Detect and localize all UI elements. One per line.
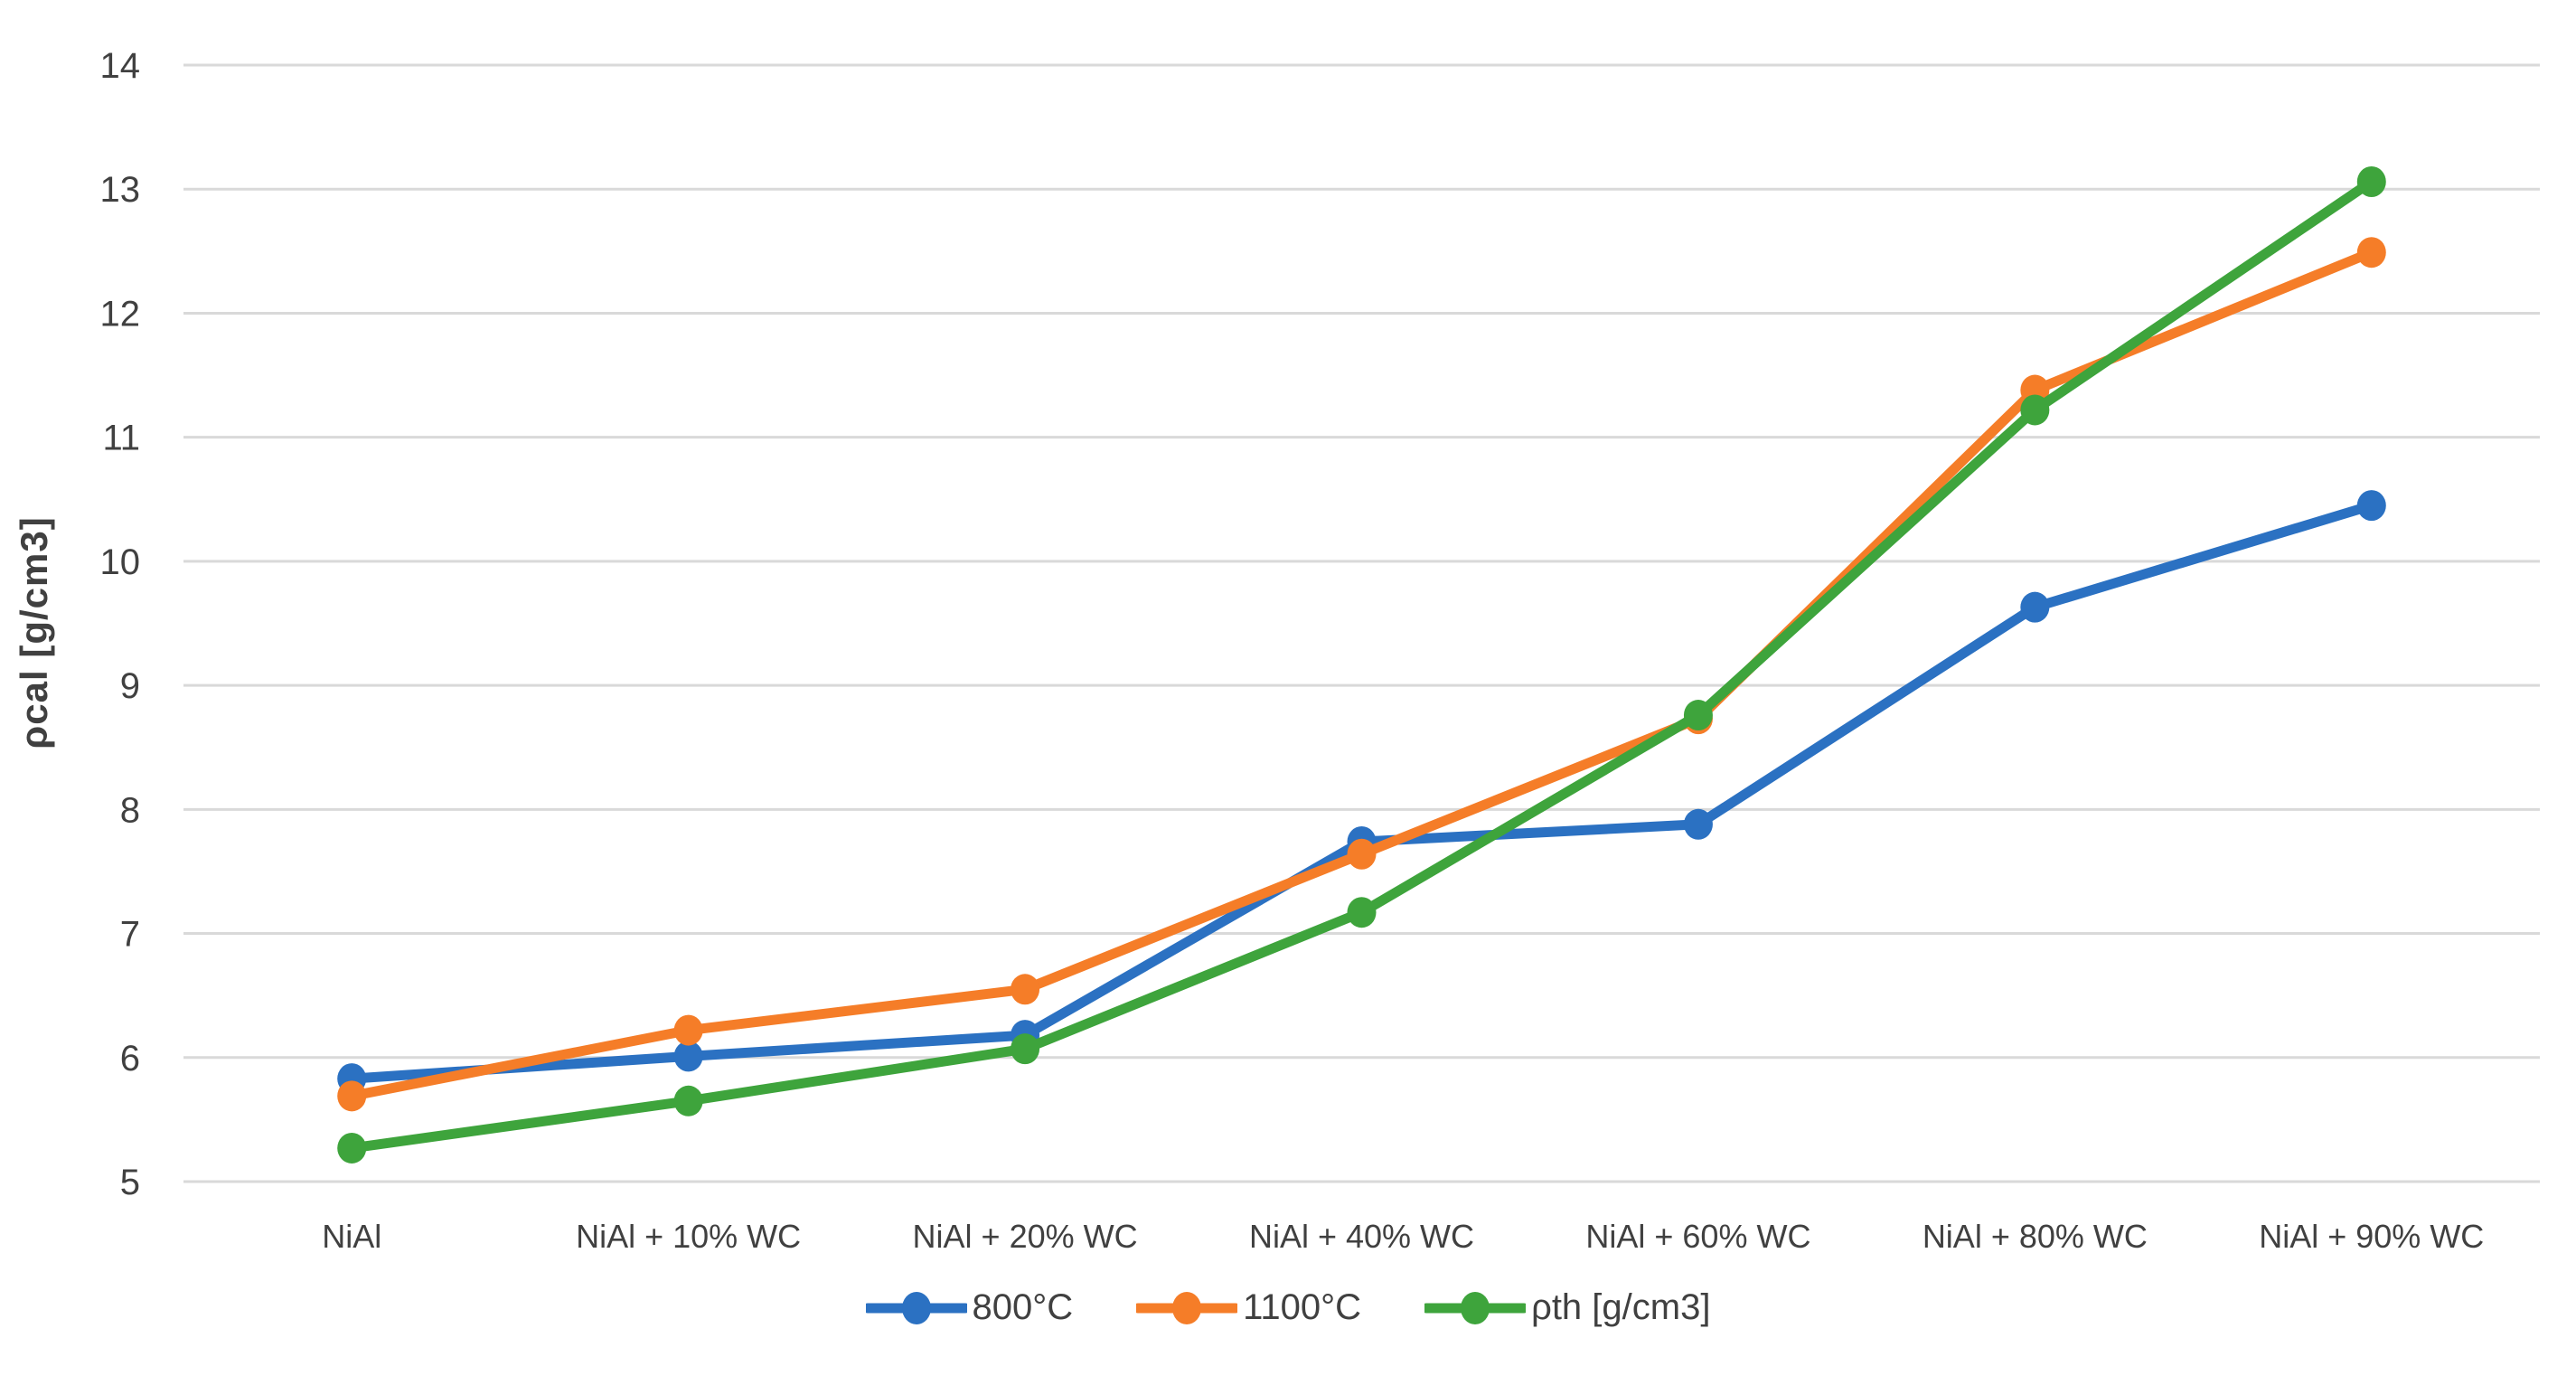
y-tick-label: 11 (102, 419, 140, 458)
x-tick-label: NiAl (322, 1218, 381, 1255)
y-tick-label: 12 (100, 294, 141, 334)
legend-item: ρth [g/cm3] (1424, 1287, 1710, 1328)
data-point-marker (2356, 165, 2386, 197)
x-tick-label: NiAl + 40% WC (1249, 1218, 1474, 1255)
data-point-marker (673, 1085, 703, 1116)
series-line (346, 176, 2377, 1154)
data-point-marker (673, 1014, 703, 1046)
y-tick-label: 10 (100, 542, 141, 582)
x-tick-label: NiAl + 80% WC (1923, 1218, 2148, 1255)
data-point-marker (1011, 1033, 1040, 1065)
x-tick-label: NiAl + 60% WC (1585, 1218, 1810, 1255)
data-point-marker (1683, 808, 1713, 840)
data-point-marker (1347, 897, 1377, 928)
legend-label: 1100°C (1243, 1287, 1362, 1327)
y-tick-label: 8 (120, 790, 140, 830)
y-tick-label: 9 (120, 666, 140, 706)
y-tick-label: 14 (100, 46, 141, 86)
series-line (346, 500, 2377, 1084)
legend-label: 800°C (972, 1287, 1074, 1327)
data-point-marker (673, 1041, 703, 1072)
data-point-marker (337, 1132, 367, 1164)
legend-item: 800°C (865, 1287, 1074, 1328)
x-tick-label: NiAl + 10% WC (576, 1218, 801, 1255)
y-tick-label: 5 (120, 1163, 140, 1202)
data-point-marker (2356, 490, 2386, 522)
data-point-marker (1347, 838, 1377, 870)
data-point-marker (2020, 591, 2050, 623)
y-tick-label: 6 (120, 1039, 140, 1079)
data-point-marker (2356, 237, 2386, 269)
x-tick-label: NiAl + 20% WC (913, 1218, 1138, 1255)
y-tick-label: 13 (100, 170, 141, 210)
data-point-marker (2020, 394, 2050, 426)
x-tick-label: NiAl + 90% WC (2259, 1218, 2484, 1255)
legend-marker-icon (865, 1291, 967, 1324)
legend-label: ρth [g/cm3] (1531, 1287, 1711, 1327)
legend-marker-icon (1424, 1291, 1527, 1324)
data-point-marker (1683, 700, 1713, 731)
data-point-marker (337, 1080, 367, 1112)
legend-marker-icon (1136, 1291, 1238, 1324)
data-point-marker (1011, 974, 1040, 1005)
y-tick-label: 7 (120, 915, 140, 955)
series-line (346, 247, 2377, 1101)
y-axis-title: ρcal [g/cm3] (13, 516, 55, 749)
legend-item: 1100°C (1136, 1287, 1361, 1328)
legend: 800°C 1100°C ρth [g/cm3] (0, 1287, 2576, 1328)
